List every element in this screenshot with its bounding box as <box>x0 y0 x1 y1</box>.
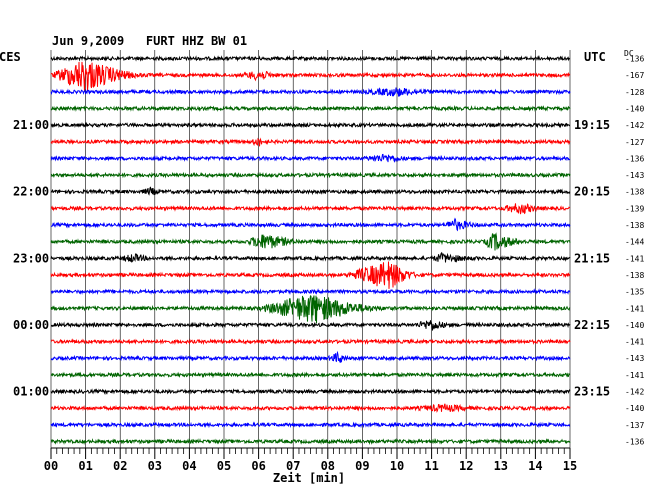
dc-offset-label: -143 <box>625 171 644 180</box>
seismic-trace-5 <box>50 121 571 129</box>
seismic-trace-17 <box>50 320 571 331</box>
dc-offset-label: -139 <box>625 204 644 213</box>
left-timezone-label: CES <box>0 50 21 64</box>
x-tick-label: 08 <box>321 459 335 473</box>
dc-offset-label: -138 <box>625 221 644 230</box>
left-time-label: 21:00 <box>13 118 49 132</box>
x-tick-label: 00 <box>44 459 58 473</box>
x-tick-label: 07 <box>286 459 300 473</box>
time-labels: 21:00 22:00 23:00 00:00 01:00 19:15 20:15 21:15… <box>13 55 644 447</box>
seismic-trace-9 <box>50 186 571 196</box>
dc-offset-label: -141 <box>625 371 644 380</box>
right-time-label: 20:15 <box>574 185 610 199</box>
seismic-trace-19 <box>50 350 571 364</box>
seismic-trace-16 <box>50 295 571 324</box>
x-tick-label: 10 <box>390 459 404 473</box>
x-axis: 00 01 02 03 04 05 06 07 08 09 10 11 12 13 14 15 <box>44 447 577 473</box>
seismic-trace-15 <box>50 288 571 296</box>
x-tick-label: 05 <box>217 459 231 473</box>
x-tick-label: 14 <box>528 459 542 473</box>
x-tick-label: 13 <box>494 459 508 473</box>
seismic-trace-8 <box>50 171 571 179</box>
x-tick-label: 06 <box>251 459 265 473</box>
right-time-label: 22:15 <box>574 318 610 332</box>
trace-layer <box>50 54 571 446</box>
left-time-label: 22:00 <box>13 185 49 199</box>
dc-offset-label: -127 <box>625 138 644 147</box>
left-time-label: 01:00 <box>13 385 49 399</box>
x-tick-label: 03 <box>148 459 162 473</box>
seismic-trace-7 <box>50 153 571 163</box>
seismic-trace-2 <box>50 61 571 91</box>
x-tick-label: 09 <box>355 459 369 473</box>
right-timezone-label: UTC <box>584 50 606 64</box>
dc-offset-label: -136 <box>625 154 644 163</box>
dc-offset-label: -141 <box>625 304 644 313</box>
seismic-trace-13 <box>50 251 571 263</box>
dc-offset-label: -128 <box>625 88 644 97</box>
dc-offset-label: -142 <box>625 121 644 130</box>
x-tick-label: 12 <box>459 459 473 473</box>
seismic-trace-6 <box>50 137 571 147</box>
seismic-trace-22 <box>50 403 571 413</box>
right-time-label: 23:15 <box>574 385 610 399</box>
seismic-trace-21 <box>50 388 571 396</box>
seismic-trace-11 <box>50 217 571 232</box>
dc-label: DC <box>624 49 634 58</box>
x-tick-label: 02 <box>113 459 127 473</box>
dc-offset-label: -135 <box>625 288 644 297</box>
seismic-trace-3 <box>50 87 571 97</box>
seismic-trace-10 <box>50 203 571 215</box>
left-time-label: 00:00 <box>13 318 49 332</box>
seismic-trace-4 <box>50 104 571 112</box>
x-tick-label: 15 <box>563 459 577 473</box>
dc-offset-label: -138 <box>625 271 644 280</box>
chart-title: Jun 9,2009 FURT HHZ BW 01 <box>52 34 247 48</box>
dc-offset-label: -140 <box>625 104 644 113</box>
dc-offset-label: -140 <box>625 321 644 330</box>
seismic-trace-23 <box>50 421 571 429</box>
right-time-label: 19:15 <box>574 118 610 132</box>
seismic-trace-12 <box>50 232 571 251</box>
dc-offset-label: -138 <box>625 188 644 197</box>
seismic-trace-1 <box>50 54 571 62</box>
x-tick-label: 01 <box>78 459 92 473</box>
seismic-trace-14 <box>50 261 571 289</box>
seismic-trace-24 <box>50 437 571 446</box>
dc-offset-label: -137 <box>625 421 644 430</box>
left-time-label: 23:00 <box>13 251 49 265</box>
dc-offset-label: -143 <box>625 354 644 363</box>
dc-offset-label: -141 <box>625 338 644 347</box>
grid-layer <box>50 50 571 448</box>
x-tick-label: 11 <box>424 459 438 473</box>
dc-offset-label: -136 <box>625 55 644 64</box>
dc-offset-label: -144 <box>625 238 644 247</box>
dc-offset-label: -141 <box>625 254 644 263</box>
seismic-trace-18 <box>50 338 571 346</box>
x-axis-title: Zeit [min] <box>273 471 345 485</box>
right-time-label: 21:15 <box>574 251 610 265</box>
dc-offset-label: -167 <box>625 71 644 80</box>
dc-offset-label: -136 <box>625 437 644 446</box>
dc-offset-label: -142 <box>625 388 644 397</box>
x-tick-label: 04 <box>182 459 196 473</box>
seismic-trace-20 <box>50 371 571 379</box>
dc-offset-label: -140 <box>625 404 644 413</box>
